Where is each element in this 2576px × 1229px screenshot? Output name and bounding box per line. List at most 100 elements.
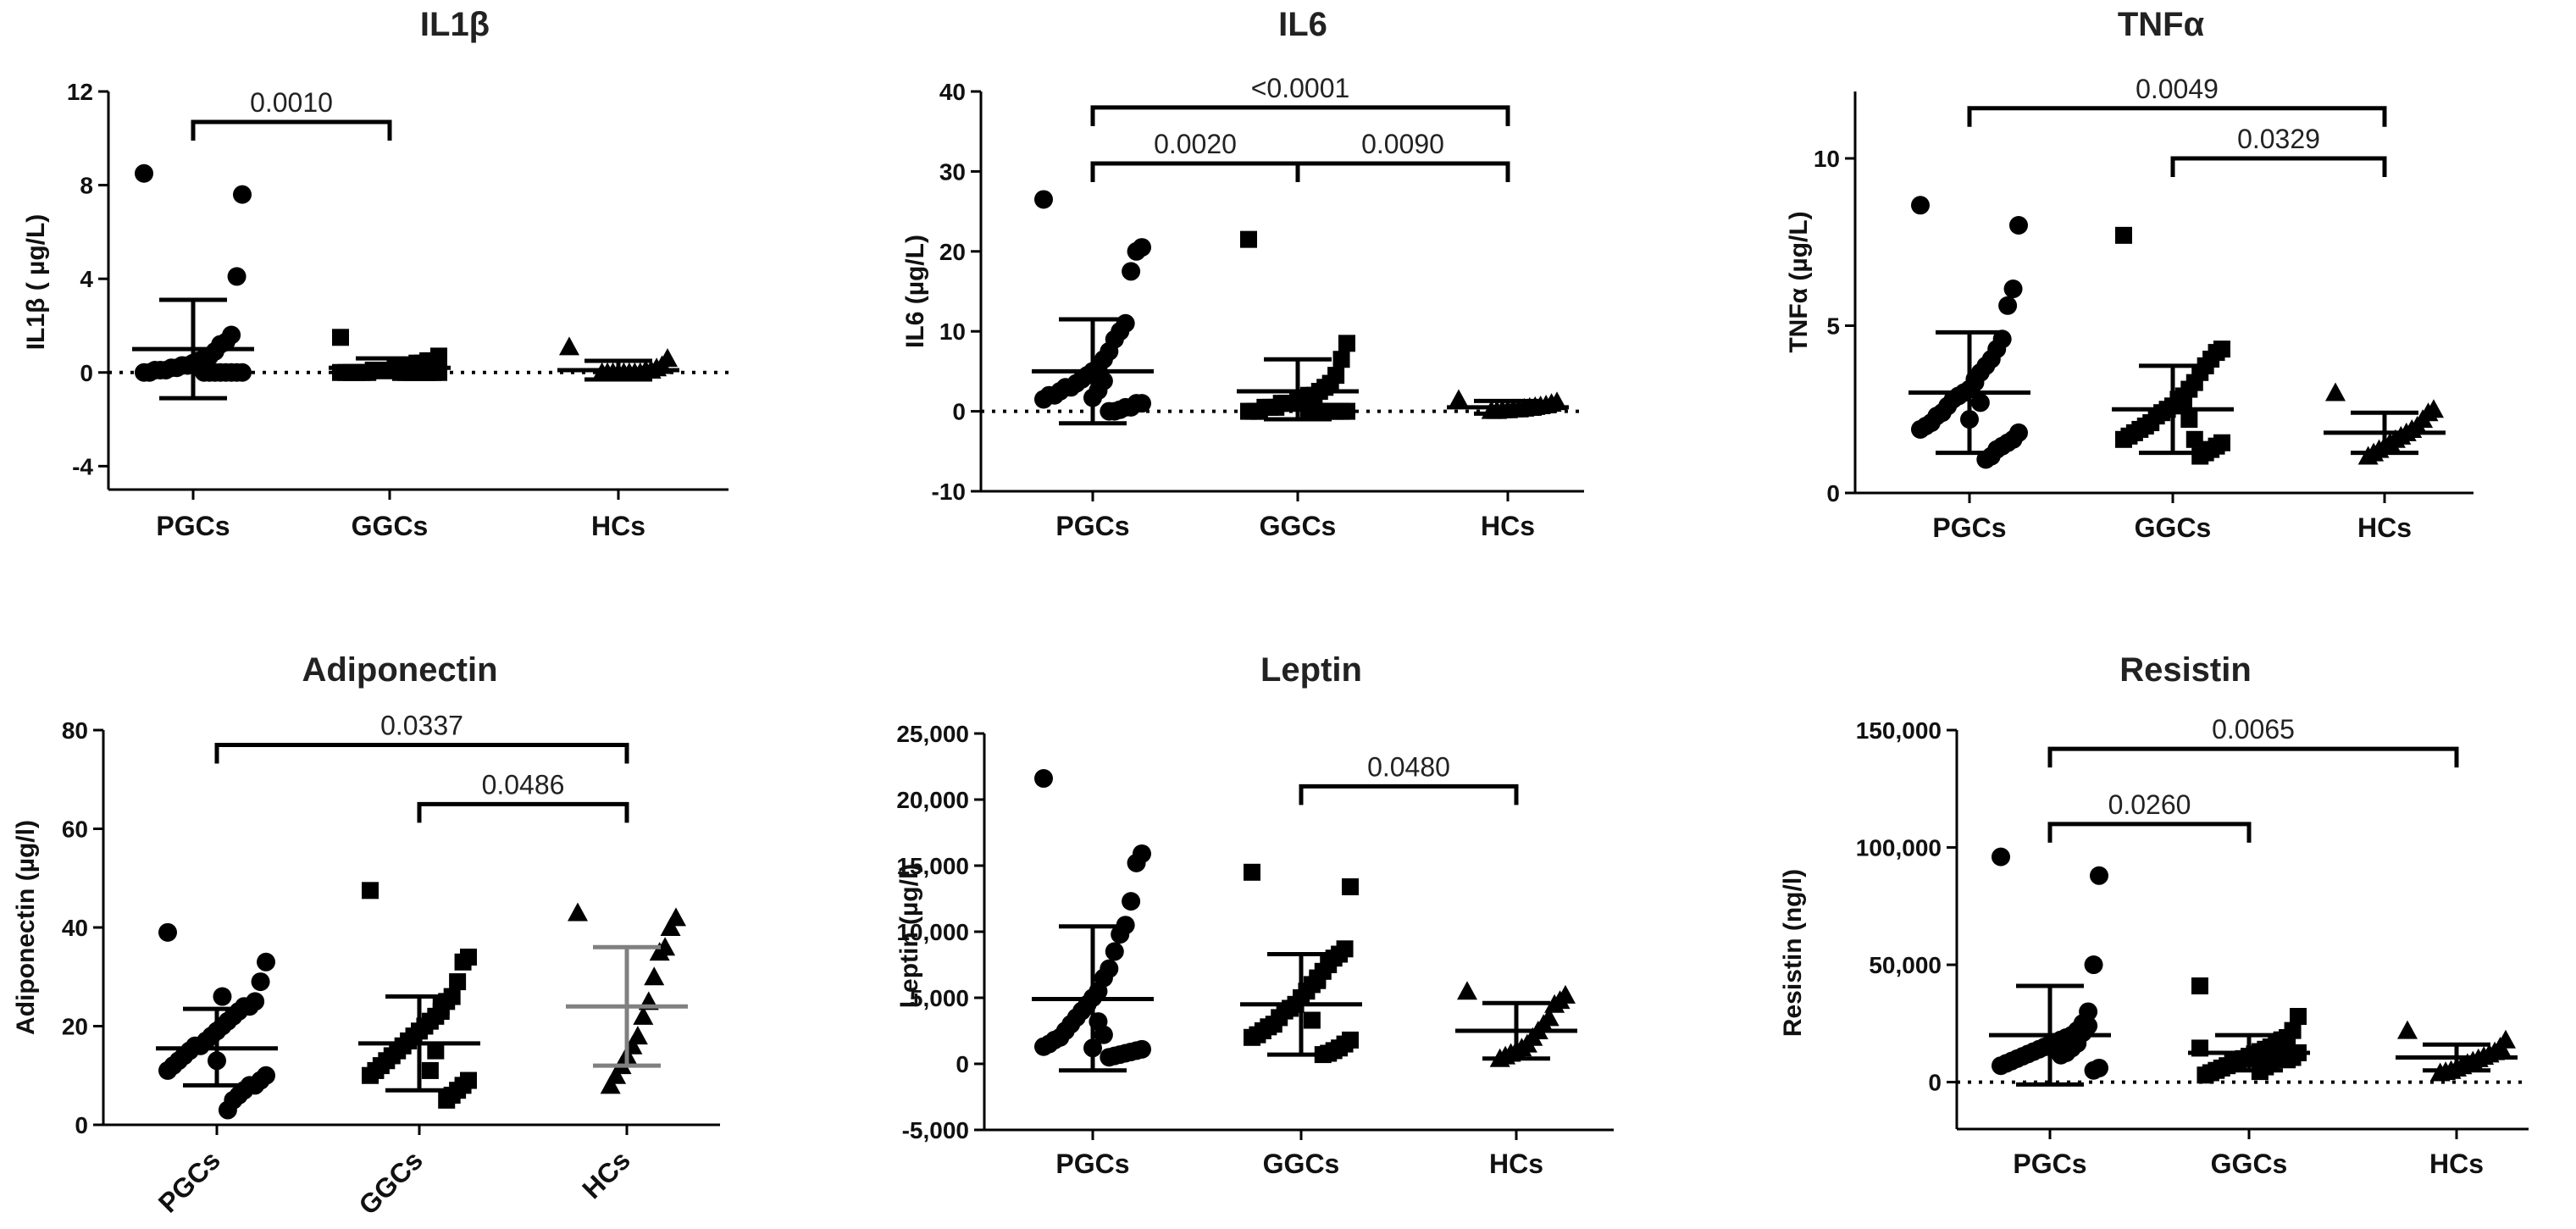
data-point <box>2115 430 2132 448</box>
data-point <box>449 973 467 991</box>
bracket-line <box>2047 746 2459 768</box>
y-tick-label: 20,000 <box>896 787 969 813</box>
data-point <box>1299 402 1317 420</box>
series-HCs <box>1455 981 1577 1067</box>
data-point <box>2180 411 2198 429</box>
data-point <box>1127 241 1146 261</box>
significance-bracket: 0.0065 <box>2047 714 2459 768</box>
series-PGCs <box>1908 196 2030 469</box>
x-category-label: GGCs <box>352 1144 429 1221</box>
p-value-label: <0.0001 <box>1251 73 1350 103</box>
series-PGCs <box>132 163 254 401</box>
data-point <box>559 336 579 356</box>
y-tick-label: -4 <box>72 453 93 479</box>
p-value-label: 0.0337 <box>380 710 463 740</box>
y-tick-label: 10 <box>1814 146 1840 172</box>
series-PGCs <box>1032 190 1154 426</box>
p-value-label: 0.0010 <box>250 87 333 118</box>
data-point <box>135 163 153 183</box>
series-HCs <box>1447 389 1569 419</box>
panel-il1b: IL1β IL1β ( µg/L) -4 0 4 8 12 PGCs GGCs HCs 0.00… <box>22 6 728 541</box>
series-HCs <box>2396 1020 2518 1082</box>
panel-il6: IL6 IL6 (µg/L) -10 0 10 20 30 40 PGCs GGCs HCs <0… <box>901 6 1584 541</box>
y-tick-label: 4 <box>80 266 93 292</box>
x-category-label: HCs <box>2357 512 2412 543</box>
data-point <box>1244 863 1260 881</box>
y-tick-label: 80 <box>62 717 88 744</box>
significance-bracket: 0.0329 <box>2170 124 2387 177</box>
y-tick-label: 150,000 <box>1856 717 1942 744</box>
data-point <box>1111 925 1130 944</box>
data-point <box>427 1042 445 1060</box>
data-point <box>421 1061 439 1079</box>
data-point <box>644 966 665 986</box>
data-point <box>1127 853 1146 872</box>
panel-leptin: Leptin Leptin (µg/l) -5,000 0 5,000 10,000 1… <box>895 651 1614 1179</box>
bracket-line <box>2047 822 2252 843</box>
data-point <box>362 882 379 900</box>
data-point <box>2290 1008 2307 1026</box>
x-category-label: PGCs <box>152 1144 226 1218</box>
data-point <box>2009 216 2028 235</box>
p-value-label: 0.0020 <box>1154 129 1237 159</box>
y-tick-label: 10,000 <box>896 919 969 945</box>
data-point <box>1342 877 1359 895</box>
data-point <box>1100 401 1119 421</box>
data-point <box>2357 446 2379 465</box>
data-point <box>158 1060 177 1080</box>
bracket-line <box>1090 105 1510 126</box>
data-point <box>2174 394 2192 412</box>
significance-bracket: 0.0337 <box>214 710 629 764</box>
y-tick-label: 30 <box>939 158 966 185</box>
data-point <box>1992 847 2010 866</box>
series-GGCs <box>329 329 451 381</box>
y-tick-label: 0 <box>75 1112 88 1138</box>
data-point <box>633 1005 654 1025</box>
x-category-label: PGCs <box>2013 1149 2086 1179</box>
y-axis-label: Resistin (ng/l) <box>1779 869 1807 1037</box>
y-tick-label: 10 <box>939 318 966 345</box>
y-tick-label: 0 <box>956 1051 969 1077</box>
series-GGCs <box>2188 977 2310 1084</box>
panel-adiponectin: Adiponectin Adiponectin (µg/l) 0 20 40 60 80… <box>12 651 720 1221</box>
bracket-line <box>214 742 629 764</box>
data-point <box>251 972 270 992</box>
data-point <box>233 185 252 204</box>
data-point <box>2397 1020 2418 1039</box>
data-point <box>454 953 472 971</box>
x-category-label: GGCs <box>1263 1149 1340 1179</box>
data-point <box>1034 390 1053 409</box>
data-point <box>2191 447 2209 465</box>
x-category-label: PGCs <box>1055 511 1129 541</box>
data-point <box>1309 972 1327 989</box>
bracket-line <box>1295 161 1510 182</box>
panel-title: Adiponectin <box>302 651 497 689</box>
data-point <box>1992 1056 2010 1076</box>
data-point <box>2090 866 2108 885</box>
data-point <box>194 363 213 382</box>
data-point <box>1998 296 2018 315</box>
p-value-label: 0.0090 <box>1361 129 1444 159</box>
significance-bracket: 0.0480 <box>1299 751 1519 805</box>
series-HCs <box>2324 382 2446 465</box>
bracket-line <box>1967 106 2387 127</box>
data-point <box>568 902 588 922</box>
panel-resistin: Resistin Resistin (ng/l) 0 50,000 100,000 1… <box>1779 651 2529 1179</box>
p-value-label: 0.0049 <box>2136 74 2219 104</box>
data-point <box>2325 382 2346 401</box>
y-axis-label: Leptin (µg/l) <box>895 864 923 1009</box>
data-point <box>1122 262 1141 281</box>
series-PGCs <box>156 922 278 1120</box>
y-tick-label: 5,000 <box>910 985 969 1011</box>
series-GGCs <box>1237 230 1359 422</box>
data-point <box>1244 1028 1260 1046</box>
data-point <box>2273 1033 2291 1051</box>
data-point <box>2084 955 2103 975</box>
panel-title: Resistin <box>2119 651 2252 689</box>
p-value-label: 0.0260 <box>2108 789 2191 820</box>
data-point <box>332 329 349 346</box>
y-tick-label: 40 <box>939 79 966 105</box>
y-tick-label: 15,000 <box>896 853 969 879</box>
significance-bracket: 0.0049 <box>1967 74 2387 127</box>
